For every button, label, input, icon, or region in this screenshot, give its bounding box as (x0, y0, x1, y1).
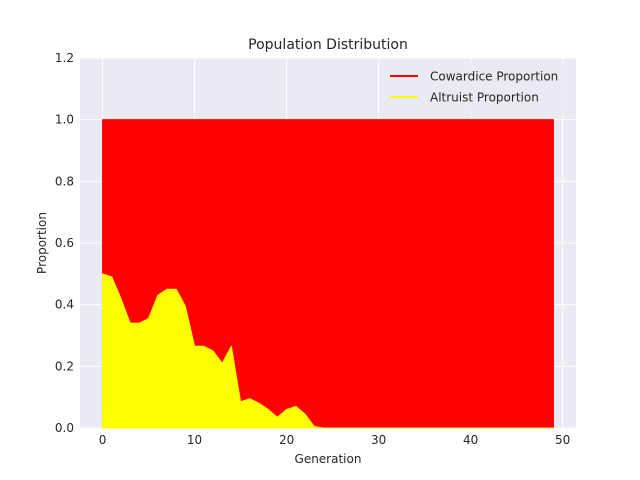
x-tick-label: 30 (371, 433, 386, 447)
tick-labels: 0 10 20 30 40 50 0.0 0.2 0.4 0.6 0.8 1.0 1.2 (55, 51, 570, 447)
chart-title: Population Distribution (248, 37, 408, 53)
y-tick-label: 1.0 (55, 113, 74, 127)
x-tick-label: 0 (99, 433, 107, 447)
y-tick-label: 0.6 (55, 236, 74, 250)
x-tick-label: 20 (279, 433, 294, 447)
y-axis-label: Proportion (35, 212, 49, 274)
y-tick-label: 0.4 (55, 298, 74, 312)
x-tick-label: 10 (187, 433, 202, 447)
x-axis-label: Generation (295, 452, 362, 466)
y-tick-label: 0.0 (55, 421, 74, 435)
x-tick-label: 40 (463, 433, 478, 447)
y-tick-label: 0.8 (55, 174, 74, 188)
legend-label-cowardice: Cowardice Proportion (430, 70, 558, 84)
legend-label-altruist: Altruist Proportion (430, 91, 539, 105)
area-altruist-proportion (102, 273, 554, 429)
area-cowardice-proportion (102, 119, 554, 429)
y-tick-label: 1.2 (55, 51, 74, 65)
series-areas (102, 119, 554, 429)
legend-frame (382, 63, 570, 113)
x-tick-label: 50 (555, 433, 570, 447)
y-tick-label: 0.2 (55, 359, 74, 373)
legend: Cowardice Proportion Altruist Proportion (382, 63, 570, 113)
